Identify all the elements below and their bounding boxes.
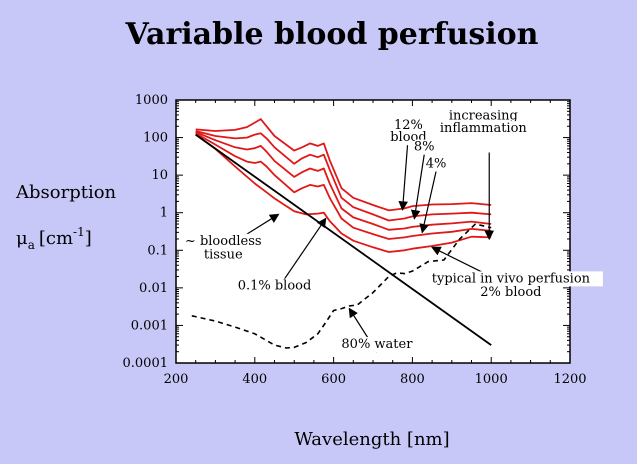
annotation-label: increasing	[449, 109, 518, 124]
y-tick-label: 0.001	[131, 318, 168, 333]
y-axis-label-subscript: a	[28, 238, 35, 252]
annotation-bg	[342, 337, 412, 353]
annotation-label: 12%	[394, 118, 423, 133]
y-tick-label: 1	[160, 206, 168, 221]
annotation-bg	[445, 108, 522, 124]
annotation-bg	[418, 271, 603, 287]
series-layer	[191, 118, 492, 349]
annotation-label: 80% water	[341, 337, 413, 352]
y-axis-label-unit-close: ]	[85, 228, 92, 249]
annotation-label: 0.1% blood	[238, 279, 312, 294]
series-line-4	[195, 133, 492, 253]
annotation-label: tissue	[204, 248, 243, 263]
annotation-bg	[181, 233, 265, 249]
annotation-arrow	[419, 171, 437, 234]
y-axis-label-superscript: -1	[73, 225, 85, 239]
x-axis: 200 400 600 800 1000 1200	[164, 100, 587, 387]
x-tick-label: 800	[400, 372, 425, 387]
y-tick-label: 0.0001	[123, 356, 169, 371]
annotation-bg	[395, 117, 422, 133]
series-line-5	[195, 133, 492, 346]
series-line-6	[191, 223, 492, 349]
series-line-0	[195, 118, 492, 212]
annotation-label: typical in vivo perfusion	[432, 271, 591, 286]
annotation-bg	[480, 285, 542, 301]
x-axis-label: Wavelength [nm]	[294, 429, 449, 450]
annotation-bg	[236, 278, 313, 294]
y-tick-label: 1000	[135, 93, 168, 108]
y-axis-label-symbol: μ	[16, 228, 28, 249]
annotation-label: 2% blood	[480, 285, 541, 300]
y-tick-label: 100	[143, 131, 168, 146]
y-axis-label-unit: μa [cm-1]	[16, 225, 92, 252]
series-line-3	[195, 132, 492, 240]
annotation-label: ~ bloodless	[185, 234, 262, 249]
y-axis: 0.0001 0.001 0.01 0.1 1 10 100 1000	[123, 93, 570, 371]
x-tick-label: 200	[164, 372, 189, 387]
y-axis-label-main: Absorption	[15, 182, 117, 203]
y-tick-label: 0.1	[147, 243, 168, 258]
series-line-2	[195, 131, 492, 231]
x-tick-label: 600	[321, 372, 346, 387]
chart-title: Variable blood perfusion	[124, 17, 538, 52]
annotation-label: 8%	[414, 140, 435, 155]
annotation-bg	[426, 156, 446, 172]
annotation-bg	[199, 247, 247, 263]
y-tick-label: 0.01	[139, 281, 168, 296]
plot-area	[175, 99, 571, 364]
x-tick-label: 1200	[553, 372, 586, 387]
y-tick-label: 10	[151, 168, 168, 183]
x-tick-label: 400	[242, 372, 267, 387]
annotation-label: inflammation	[440, 121, 528, 136]
annotation-arrow	[410, 154, 425, 220]
y-axis-label-unit-open: [cm	[39, 228, 73, 249]
annotation-bg	[415, 139, 434, 155]
annotation-arrow	[398, 132, 410, 211]
annotation-bg	[438, 121, 529, 137]
annotation-label: 4%	[426, 156, 447, 171]
x-tick-label: 1000	[475, 372, 508, 387]
